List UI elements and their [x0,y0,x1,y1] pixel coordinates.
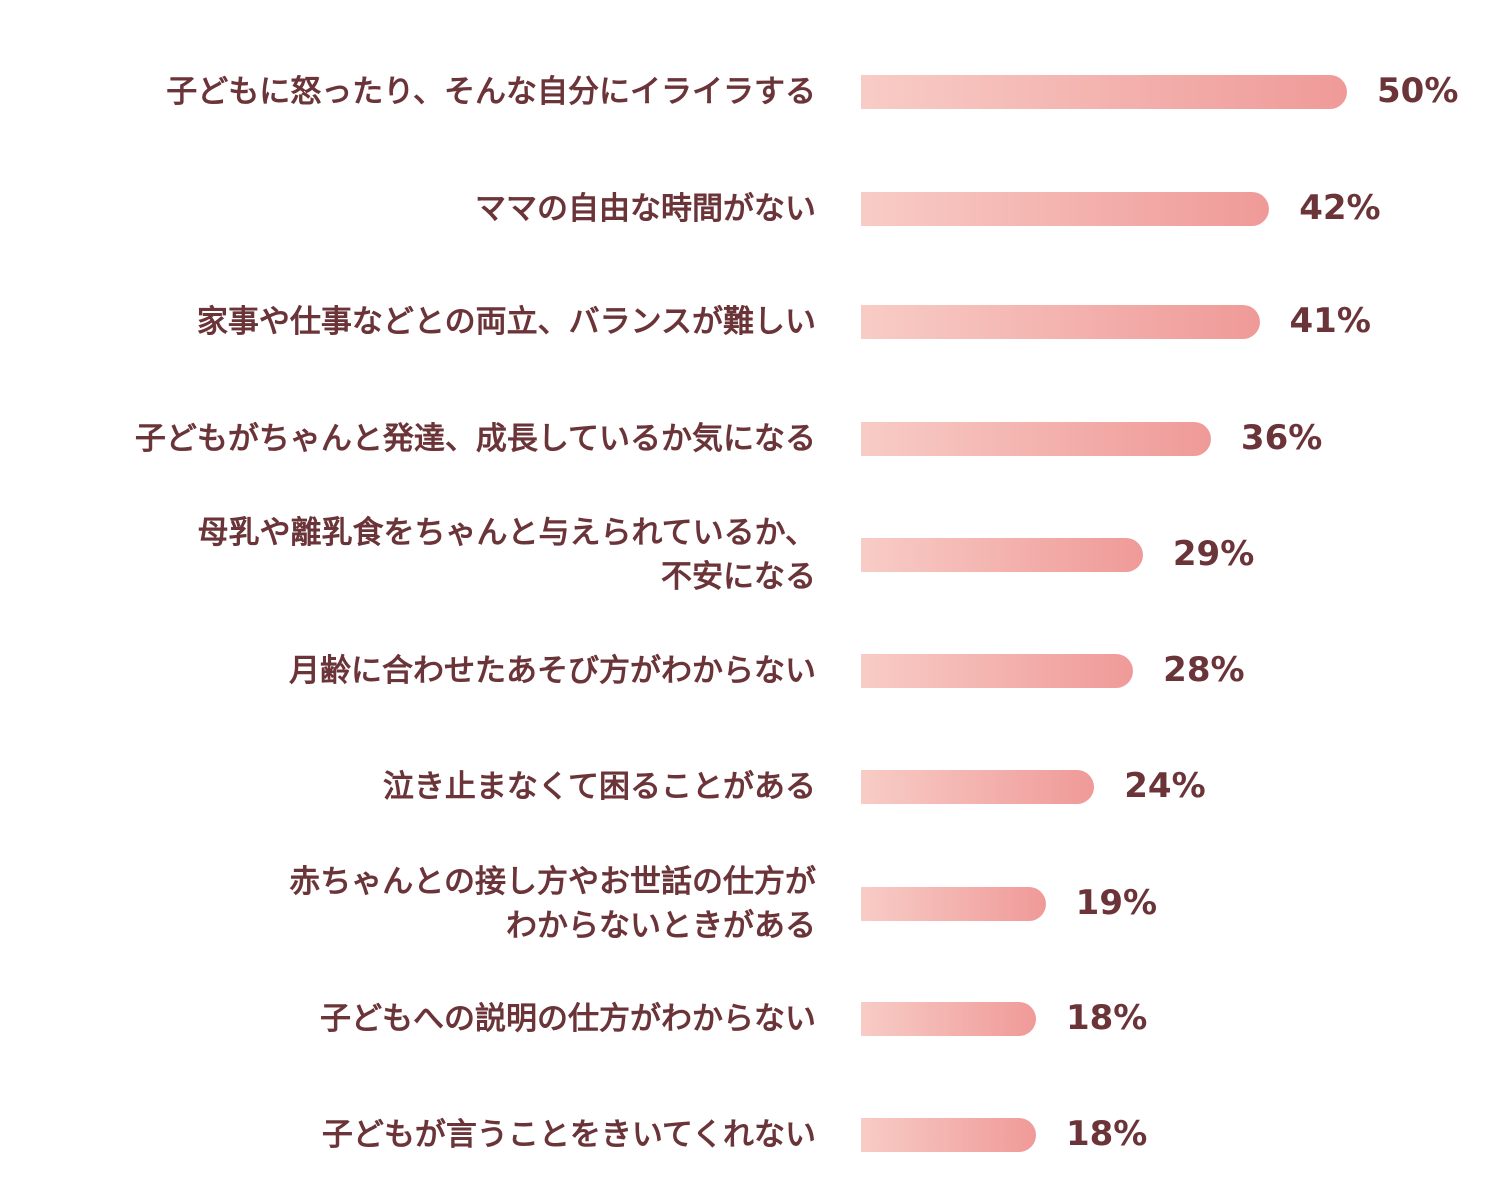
bar [861,770,1095,804]
value-label: 19% [1075,883,1158,923]
category-label: 子どもがちゃんと発達、成長しているか気になる [134,421,816,457]
category-label: 子どもへの説明の仕方がわからない [320,1001,816,1037]
category-label: 赤ちゃんとの接し方やお世話の仕方が わからないときがある [289,864,816,944]
value-label: 29% [1172,534,1255,574]
bar [861,305,1260,339]
bar [861,538,1143,572]
category-label: 泣き止まなくて困ることがある [382,769,816,805]
value-label: 42% [1299,188,1381,228]
category-label: ママの自由な時間がない [475,191,816,227]
value-label: 50% [1377,71,1459,111]
category-label: 母乳や離乳食をちゃんと与えられているか、 不安になる [197,515,816,595]
value-label: 18% [1065,998,1148,1038]
category-label: 家事や仕事などとの両立、バランスが難しい [196,304,816,340]
value-label: 24% [1124,766,1206,806]
value-label: 18% [1065,1114,1148,1154]
bar [861,75,1347,109]
value-label: 28% [1163,650,1245,690]
bar [861,887,1046,921]
category-label: 子どもに怒ったり、そんな自分にイライラする [166,74,816,110]
bar [861,654,1134,688]
value-label: 36% [1240,418,1323,458]
value-label: 41% [1289,301,1371,341]
bar [861,192,1270,226]
category-label: 月齢に合わせたあそび方がわからない [289,653,816,689]
bar [861,1118,1036,1152]
category-label: 子どもが言うことをきいてくれない [321,1117,816,1153]
bar [861,422,1211,456]
bar [861,1002,1036,1036]
